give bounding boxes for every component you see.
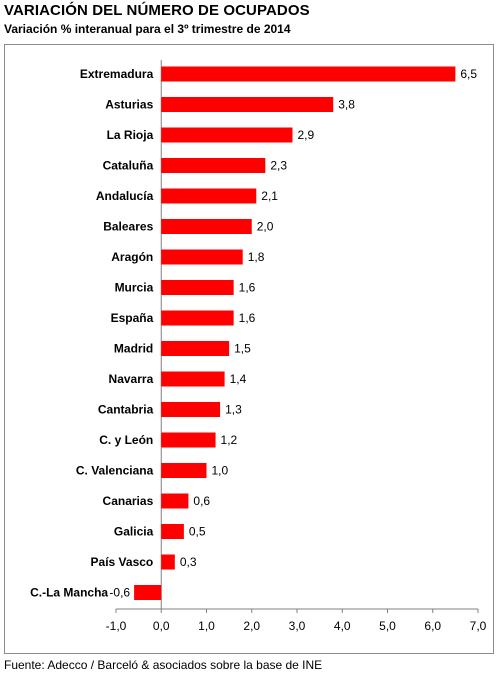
category-label: España (111, 311, 154, 325)
bar (161, 371, 225, 387)
x-tick-label: 0,0 (153, 619, 170, 633)
value-label: -0,6 (109, 586, 130, 600)
source-note: Fuente: Adecco / Barceló & asociados sob… (4, 658, 323, 672)
value-label: 1,2 (221, 433, 238, 447)
category-label: La Rioja (107, 128, 154, 142)
value-label: 3,8 (338, 98, 355, 112)
x-tick-label: 6,0 (424, 619, 441, 633)
value-label: 1,4 (230, 372, 247, 386)
bar (134, 585, 162, 600)
value-label: 1,6 (239, 311, 256, 325)
bar (161, 524, 184, 539)
bar (161, 127, 293, 143)
x-tick-label: 7,0 (470, 619, 487, 633)
bar (161, 158, 266, 173)
x-tick-label: 3,0 (289, 619, 306, 633)
value-label: 2,9 (297, 128, 314, 142)
bar (161, 402, 221, 417)
value-label: 2,3 (270, 159, 287, 173)
category-label: Cantabria (98, 403, 154, 417)
category-label: Navarra (109, 372, 154, 386)
bar (161, 493, 189, 509)
value-label: 1,8 (248, 250, 265, 264)
x-tick-label: 2,0 (243, 619, 260, 633)
category-label: Madrid (114, 342, 153, 356)
x-tick-label: 1,0 (198, 619, 215, 633)
value-label: 1,0 (212, 464, 229, 478)
x-tick-label: -1,0 (106, 619, 127, 633)
x-tick-label: 4,0 (334, 619, 351, 633)
value-label: 1,6 (239, 281, 256, 295)
bar (161, 188, 257, 204)
category-label: Cataluña (103, 159, 154, 173)
value-label: 6,5 (460, 67, 477, 81)
bar (161, 97, 334, 112)
chart-frame (4, 44, 494, 654)
category-label: C. y León (99, 433, 153, 447)
chart-subtitle: Variación % interanual para el 3º trimes… (4, 22, 291, 36)
bar (161, 310, 234, 326)
value-label: 0,6 (193, 494, 210, 508)
bar (161, 66, 456, 82)
value-label: 1,3 (225, 403, 242, 417)
category-label: Baleares (103, 220, 153, 234)
value-label: 1,5 (234, 342, 251, 356)
value-label: 2,0 (257, 220, 274, 234)
bar (161, 280, 234, 295)
bar (161, 554, 175, 570)
category-label: Aragón (111, 250, 153, 264)
value-label: 2,1 (261, 189, 278, 203)
category-label: Galicia (114, 525, 154, 539)
bar (161, 432, 216, 448)
category-label: Murcia (115, 281, 154, 295)
bar (161, 219, 252, 234)
bar (161, 249, 243, 265)
value-label: 0,5 (189, 525, 206, 539)
category-label: Extremadura (80, 67, 154, 81)
bar (161, 463, 207, 478)
category-label: C. Valenciana (76, 464, 154, 478)
category-label: País Vasco (91, 555, 154, 569)
value-label: 0,3 (180, 555, 197, 569)
chart-title: VARIACIÓN DEL NÚMERO DE OCUPADOS (4, 2, 310, 19)
category-label: Asturias (105, 98, 153, 112)
category-label: C.-La Mancha (30, 586, 108, 600)
bar (161, 341, 230, 356)
x-tick-label: 5,0 (379, 619, 396, 633)
category-label: Andalucía (96, 189, 154, 203)
category-label: Canarias (103, 494, 154, 508)
